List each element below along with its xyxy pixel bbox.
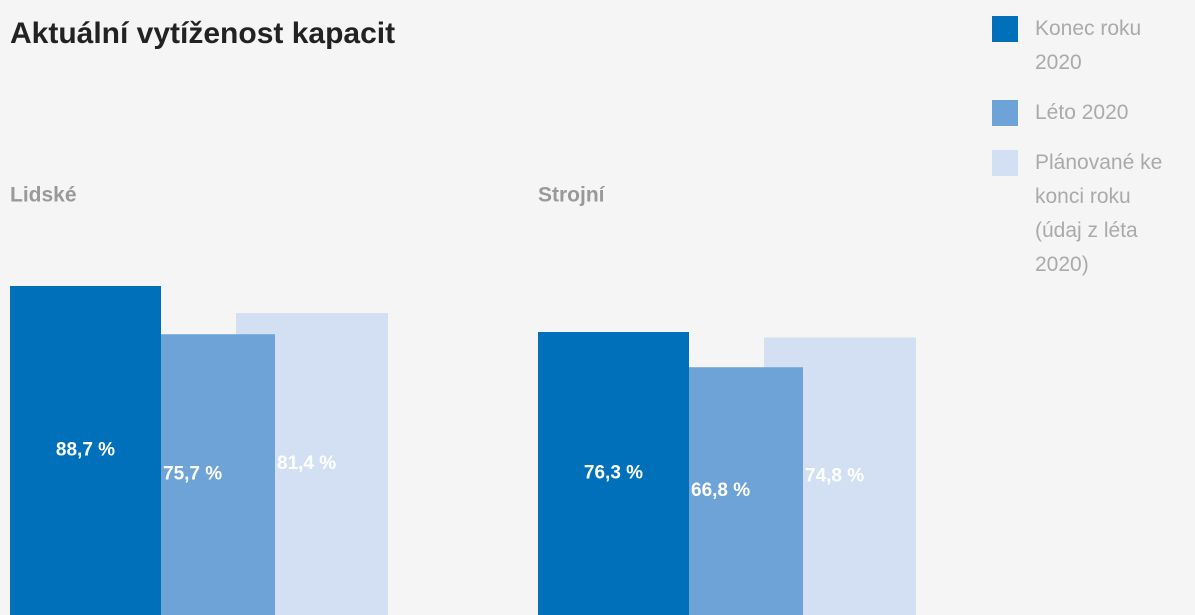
legend-item: Plánované ke konci roku (údaj z léta 202… [992,150,1192,282]
legend: Konec roku 2020 Léto 2020 Plánované ke kon… [992,16,1192,302]
value-label: 76,3 % [584,463,643,484]
legend-label: Konec roku 2020 [1035,17,1142,74]
chart-title: Aktuální vytíženost kapacit [10,17,395,50]
bar [161,334,275,615]
legend-item: Konec roku 2020 [992,16,1192,80]
bar [689,367,803,615]
legend-label: Léto 2020 [1035,101,1129,124]
legend-swatch [992,100,1018,126]
panel-title: Lidské [10,184,77,207]
value-label: 75,7 % [163,464,222,485]
legend-swatch [992,150,1018,176]
bar [10,286,161,615]
legend-label: Plánované ke konci roku (údaj z léta 202… [1035,151,1163,276]
value-label: 88,7 % [56,440,115,461]
legend-item: Léto 2020 [992,100,1192,130]
panel-title: Strojní [538,184,606,207]
chart: Aktuální vytíženost kapacit Lidské 88,7 %… [10,17,916,615]
bar [538,331,689,615]
value-label: 74,8 % [805,465,864,486]
value-label: 81,4 % [277,453,336,474]
legend-swatch [992,16,1018,42]
value-label: 66,8 % [691,480,750,501]
